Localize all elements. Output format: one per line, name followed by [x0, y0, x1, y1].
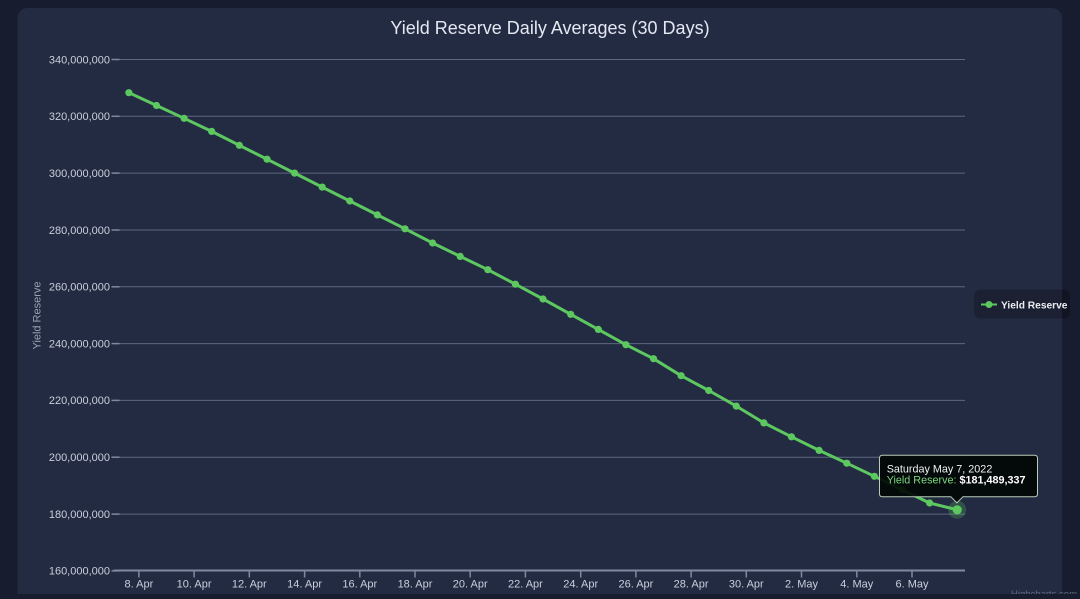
svg-text:Yield Reserve: $181,489,337: Yield Reserve: $181,489,337 — [887, 475, 1026, 487]
svg-text:220,000,000: 220,000,000 — [49, 395, 110, 407]
svg-text:8. Apr: 8. Apr — [125, 579, 154, 591]
svg-text:2. May: 2. May — [785, 579, 819, 591]
svg-text:26. Apr: 26. Apr — [618, 579, 653, 591]
svg-text:20. Apr: 20. Apr — [453, 579, 488, 591]
svg-text:280,000,000: 280,000,000 — [49, 225, 110, 237]
svg-text:22. Apr: 22. Apr — [508, 579, 543, 591]
svg-text:6. May: 6. May — [895, 579, 929, 591]
svg-text:14. Apr: 14. Apr — [287, 579, 322, 591]
svg-text:320,000,000: 320,000,000 — [49, 111, 110, 123]
svg-text:12. Apr: 12. Apr — [232, 579, 267, 591]
svg-text:340,000,000: 340,000,000 — [49, 54, 110, 66]
svg-text:24. Apr: 24. Apr — [563, 579, 598, 591]
svg-text:10. Apr: 10. Apr — [177, 579, 212, 591]
svg-text:Saturday May 7, 2022: Saturday May 7, 2022 — [887, 464, 993, 476]
svg-text:16. Apr: 16. Apr — [342, 579, 377, 591]
svg-text:180,000,000: 180,000,000 — [49, 509, 110, 521]
svg-text:28. Apr: 28. Apr — [674, 579, 709, 591]
svg-text:300,000,000: 300,000,000 — [49, 168, 110, 180]
svg-text:Yield Reserve: Yield Reserve — [1001, 301, 1068, 312]
svg-text:200,000,000: 200,000,000 — [49, 452, 110, 464]
svg-text:160,000,000: 160,000,000 — [49, 566, 110, 578]
svg-text:240,000,000: 240,000,000 — [49, 338, 110, 350]
svg-text:30. Apr: 30. Apr — [729, 579, 764, 591]
svg-text:260,000,000: 260,000,000 — [49, 282, 110, 294]
svg-text:18. Apr: 18. Apr — [398, 579, 433, 591]
svg-text:4. May: 4. May — [840, 579, 874, 591]
svg-text:Yield Reserve: Yield Reserve — [32, 281, 44, 349]
svg-text:Yield Reserve Daily Averages (: Yield Reserve Daily Averages (30 Days) — [390, 18, 709, 38]
svg-text:Highcharts.com: Highcharts.com — [1011, 589, 1077, 594]
